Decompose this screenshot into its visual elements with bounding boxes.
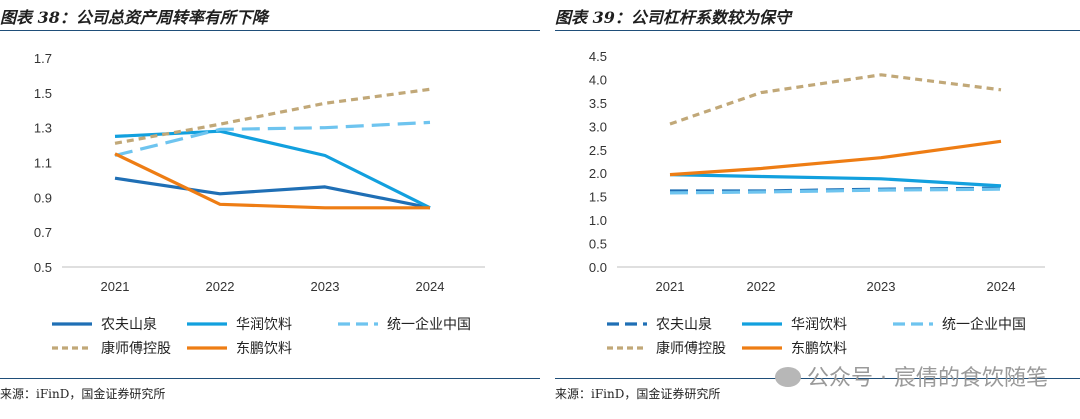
y-tick-label: 2.5 <box>589 143 607 158</box>
chart-panel-38: 图表 38：公司总资产周转率有所下降 0.5 0.7 0.9 1.1 1.3 1.5 1.7… <box>0 8 540 401</box>
x-tick-label: 2022 <box>206 279 235 294</box>
legend-label: 农夫山泉 <box>656 316 712 333</box>
series-line <box>114 120 431 158</box>
title-rule <box>555 30 1080 31</box>
legend-label: 农夫山泉 <box>101 316 157 333</box>
series-line <box>114 176 431 210</box>
legend-label: 康师傅控股 <box>101 340 171 357</box>
legend-label: 东鹏饮料 <box>236 341 292 357</box>
y-tick-label: 1.0 <box>589 213 607 228</box>
watermark: 公众号 · 宸倩的食饮随笔 <box>775 360 1048 392</box>
y-tick-label: 3.5 <box>589 96 607 111</box>
y-tick-label: 0.5 <box>34 260 52 275</box>
legend-label: 康师傅控股 <box>656 340 726 357</box>
chart-panel-39: 图表 39：公司杠杆系数较为保守 0.0 0.5 1.0 1.5 2.0 2.5 3.0 3.… <box>555 0 1080 419</box>
y-tick-label: 1.7 <box>34 51 52 66</box>
series-line <box>114 129 431 210</box>
legend-label: 统一企业中国 <box>387 316 471 333</box>
y-tick-label: 0.9 <box>34 190 52 205</box>
legend-label: 东鹏饮料 <box>791 341 847 357</box>
legend-label: 华润饮料 <box>791 317 847 333</box>
y-tick-label: 4.0 <box>589 72 607 87</box>
y-tick-label: 0.7 <box>34 225 52 240</box>
y-tick-label: 1.5 <box>34 86 52 101</box>
source-rule <box>0 378 540 379</box>
series-line <box>114 87 431 145</box>
x-tick-label: 2024 <box>416 279 445 294</box>
y-tick-label: 1.1 <box>34 156 52 171</box>
x-tick-label: 2021 <box>101 279 130 294</box>
leverage-chart: 0.0 0.5 1.0 1.5 2.0 2.5 3.0 3.5 4.0 4.5 2021 2022 20… <box>589 49 1045 357</box>
y-tick-label: 3.0 <box>589 119 607 134</box>
title-rule <box>0 30 540 31</box>
legend-label: 华润饮料 <box>236 317 292 333</box>
y-tick-label: 0.0 <box>589 260 607 275</box>
chart-title: 图表 39：公司杠杆系数较为保守 <box>555 8 791 27</box>
source-rule <box>555 378 1080 379</box>
y-tick-label: 1.3 <box>34 121 52 136</box>
y-tick-label: 2.0 <box>589 166 607 181</box>
series-line <box>669 73 1002 126</box>
x-tick-label: 2022 <box>747 279 776 294</box>
x-tick-label: 2024 <box>987 279 1016 294</box>
series-line <box>669 187 1002 195</box>
wechat-icon <box>775 367 802 387</box>
series-line <box>669 173 1002 188</box>
y-tick-label: 4.5 <box>589 49 607 64</box>
y-tick-label: 1.5 <box>589 190 607 205</box>
y-tick-label: 0.5 <box>589 237 607 252</box>
watermark-text: 公众号 · 宸倩的食饮随笔 <box>807 366 1048 391</box>
legend-label: 统一企业中国 <box>942 316 1026 333</box>
series-line <box>669 139 1002 177</box>
x-tick-label: 2023 <box>867 279 896 294</box>
chart-title: 图表 38：公司总资产周转率有所下降 <box>0 8 268 27</box>
x-tick-label: 2021 <box>656 279 685 294</box>
series-line <box>114 152 430 210</box>
turnover-chart: 0.5 0.7 0.9 1.1 1.3 1.5 1.7 2021 2022 2023 2024 农夫山… <box>34 51 485 357</box>
x-tick-label: 2023 <box>311 279 340 294</box>
chart-source: 来源：iFinD，国金证券研究所 <box>555 387 721 401</box>
chart-source: 来源：iFinD，国金证券研究所 <box>0 387 166 401</box>
